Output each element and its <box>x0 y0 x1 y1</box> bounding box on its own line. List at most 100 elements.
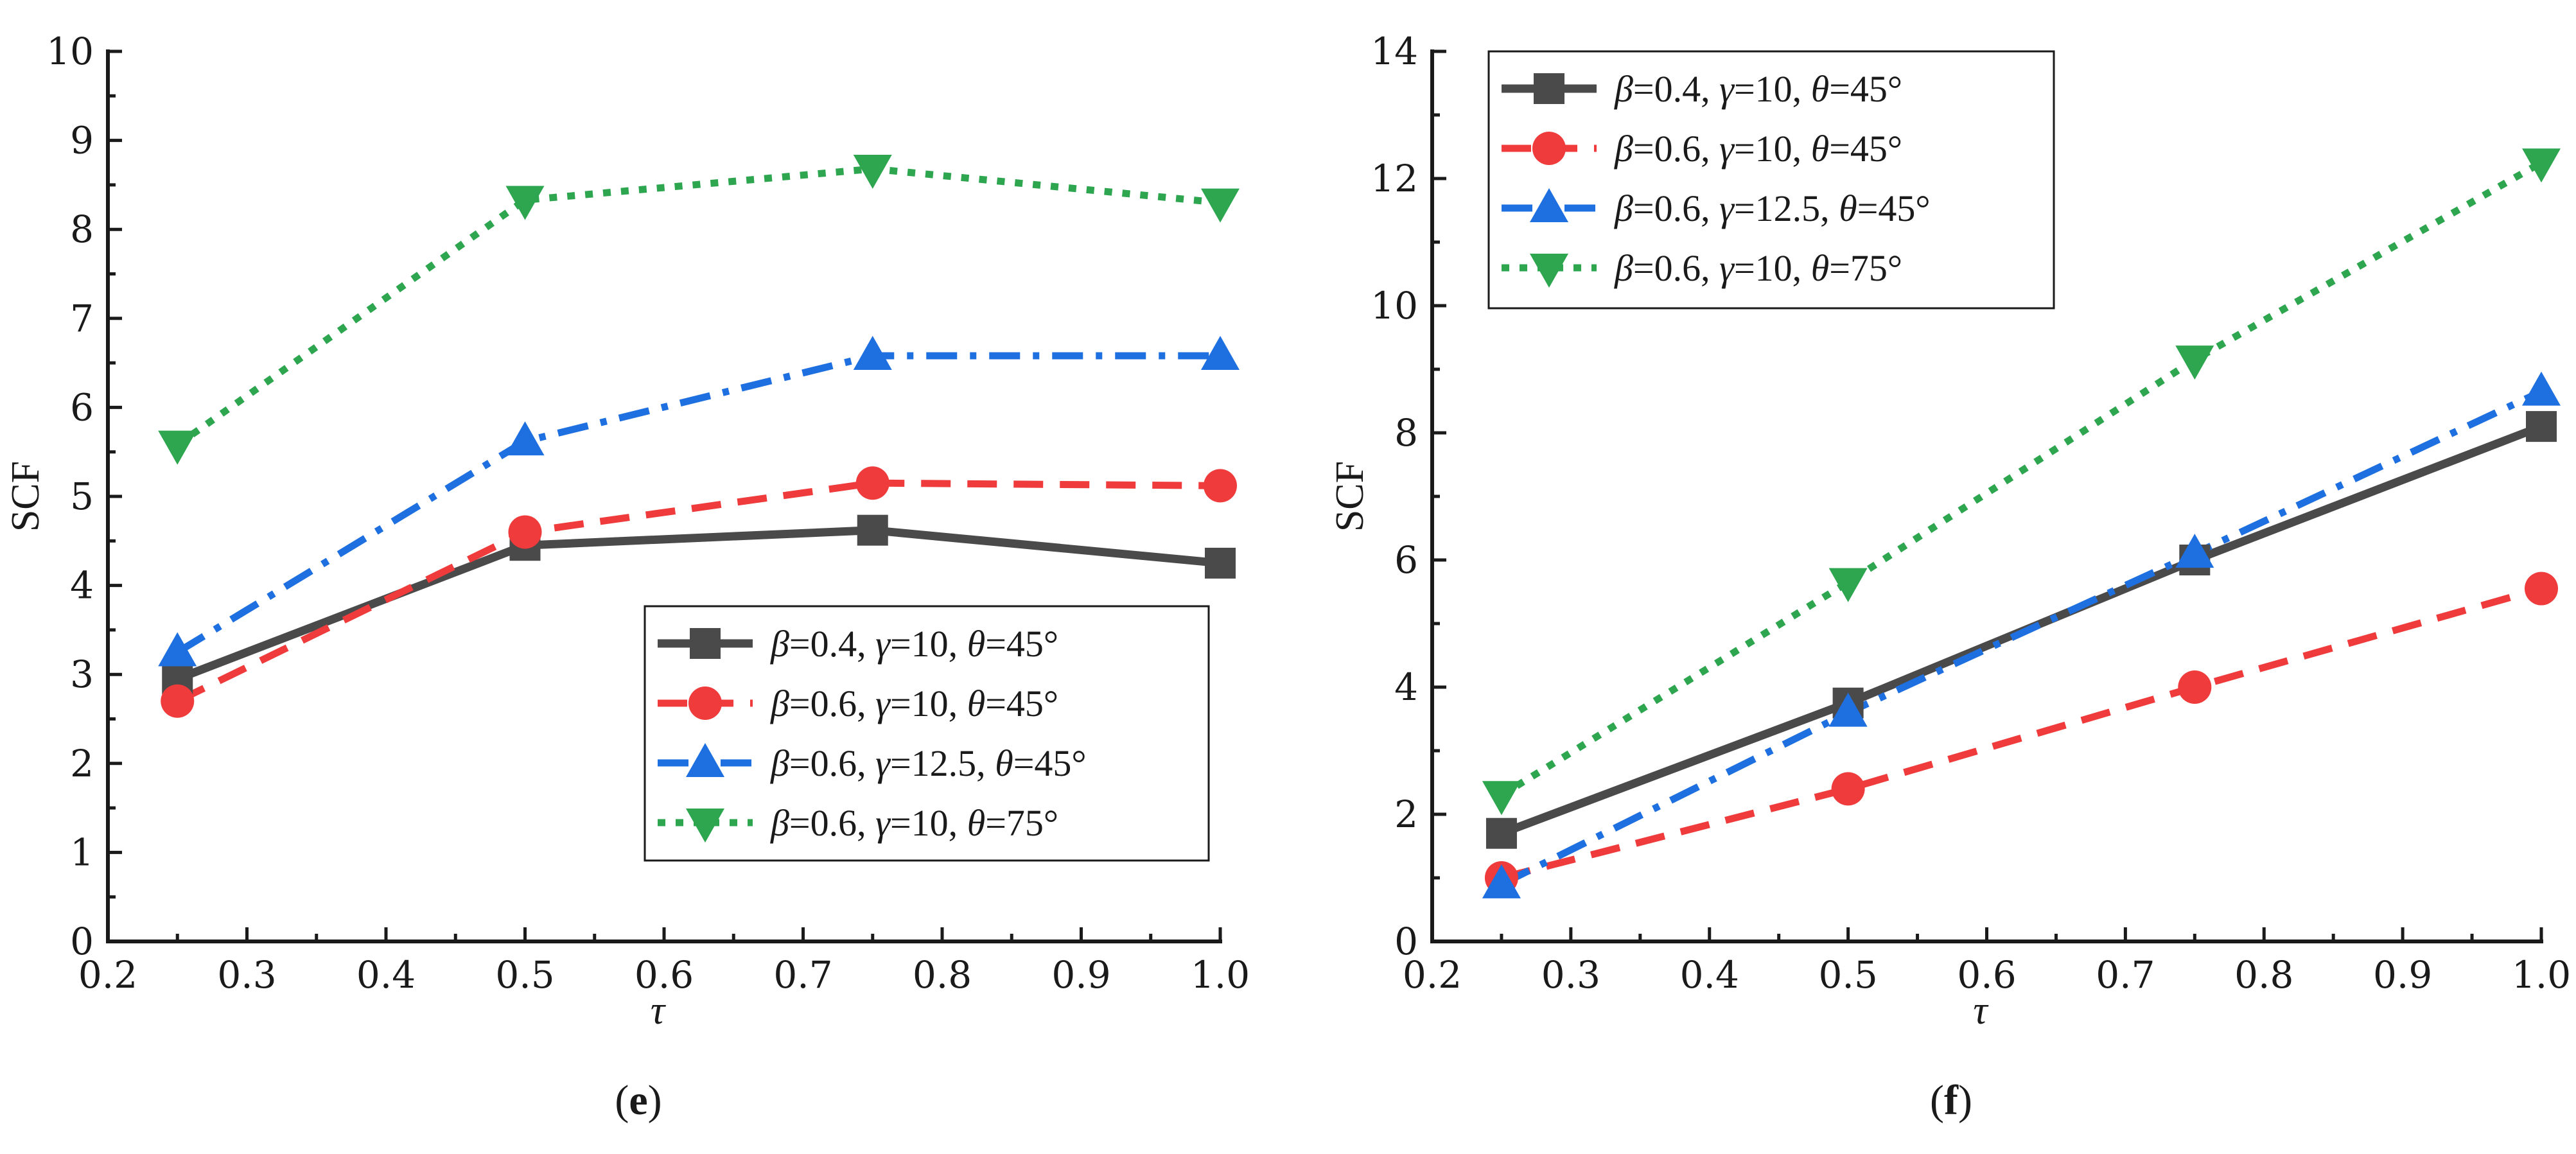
panel-f-x-tick-label: 1.0 <box>2512 953 2571 997</box>
panel-f-series-2-point <box>1482 864 1521 898</box>
panel-f-legend-marker-0 <box>1534 73 1564 104</box>
panel-caption-f-letter: f <box>1944 1077 1959 1124</box>
panel-e-legend-label-3-part-2: γ <box>875 802 891 844</box>
panel-f-legend-label-1-part-1: =0.6, <box>1633 128 1719 170</box>
panel-f-legend-label-2-part-4: θ <box>1839 188 1857 229</box>
panel-e-legend-label-2-part-2: γ <box>875 742 891 784</box>
panel-f-legend-label-1: β=0.6, γ=10, θ=45° <box>1614 128 1902 170</box>
panel-e-x-tick-label: 0.8 <box>913 953 972 997</box>
panel-e-y-tick-label: 6 <box>70 385 94 429</box>
panel-e-legend-label-1-part-2: γ <box>875 683 891 724</box>
panel-e-series-3-point <box>158 430 197 465</box>
panel-e-y-tick-label: 2 <box>70 742 94 785</box>
panel-e-series-0-line <box>175 526 1221 683</box>
panel-e-legend-label-2-part-1: =0.6, <box>789 742 875 784</box>
panel-f-y-tick-label: 4 <box>1394 665 1418 709</box>
panel-e-legend-label-1: β=0.6, γ=10, θ=45° <box>770 683 1058 724</box>
panel-f-legend-marker-3 <box>1530 254 1568 288</box>
panel-f-series-2-point <box>2522 371 2561 406</box>
panel-e-legend-label-1-part-4: θ <box>967 683 986 724</box>
panel-f-x-axis-label: τ <box>1973 989 1989 1033</box>
panel-f-legend-label-3-part-2: γ <box>1719 247 1735 289</box>
panel-e-series-2-point <box>1201 336 1240 371</box>
panel-f-series-2-point <box>2175 534 2214 568</box>
panel-f-series-1-point <box>2525 572 2558 606</box>
panel-f-series-1-point <box>1831 772 1865 806</box>
panel-caption-e-letter: e <box>629 1077 647 1124</box>
panel-e-series-1-point <box>161 684 195 718</box>
panel-f-legend-label-0-part-4: θ <box>1811 68 1830 110</box>
panel-e-legend-label-3: β=0.6, γ=10, θ=75° <box>770 802 1058 844</box>
panel-f-legend-label-3-part-1: =0.6, <box>1633 247 1719 289</box>
panel-e-y-tick-label: 4 <box>70 564 94 608</box>
panel-e-legend-label-1-part-1: =0.6, <box>789 683 875 724</box>
panel-f-legend-label-0: β=0.4, γ=10, θ=45° <box>1614 68 1902 110</box>
panel-e-legend-label-2-part-4: θ <box>995 742 1013 784</box>
panel-f-y-axis-label: SCF <box>1328 461 1372 532</box>
panel-f-series-2-point <box>1828 692 1868 727</box>
panel-e-series-2-line <box>175 352 1220 656</box>
panel-e-y-tick-label: 10 <box>46 30 94 73</box>
panel-f-legend-label-2: β=0.6, γ=12.5, θ=45° <box>1614 188 1931 229</box>
panel-e-legend-label-1-part-3: =10, <box>890 683 967 724</box>
panel-e-legend-label-3-part-0: β <box>770 802 789 844</box>
chart-panel-e: 0 1 2 3 4 5 6 7 8 9 10 0.2 0.3 0.4 0.5 0.6 0.7 0.8 0.9 1.0 τ… <box>4 30 1250 1033</box>
panel-e-series-1-point <box>855 466 889 500</box>
panel-f-series-3-line <box>1500 159 2543 798</box>
panel-f-y-tick-label: 2 <box>1394 792 1418 836</box>
panel-e-x-tick-label: 0.9 <box>1051 953 1110 997</box>
panel-e-legend-label-0-part-3: =10, <box>890 623 967 665</box>
panel-f-legend-label-1-part-2: γ <box>1719 128 1735 170</box>
panel-f-series-0-point <box>1485 817 1517 849</box>
panel-e-series-3-line <box>175 165 1221 448</box>
panel-f-legend-label-3-part-5: =75° <box>1829 247 1902 289</box>
panel-f-legend-marker-1 <box>1532 132 1566 165</box>
panel-f-x-tick-label: 0.9 <box>2373 953 2432 997</box>
panel-f-legend-label-2-part-5: =45° <box>1857 188 1931 229</box>
panel-e-series-0-point <box>1205 547 1236 579</box>
panel-e-series-3-point <box>1201 188 1240 223</box>
panel-e-y-tick-label: 3 <box>70 652 94 696</box>
panel-e-legend-marker-0 <box>690 628 721 659</box>
panel-f-legend-label-0-part-3: =10, <box>1734 68 1811 110</box>
panel-e-series-2-point <box>158 632 197 667</box>
panel-e-legend-label-3-part-5: =75° <box>985 802 1058 844</box>
panel-e-series-0-point <box>857 514 888 546</box>
panel-f-legend-label-0-part-2: γ <box>1719 68 1735 110</box>
panel-e-legend-label-0-part-5: =45° <box>985 623 1058 665</box>
panel-f-legend-marker-2 <box>1530 188 1568 222</box>
panel-f-x-tick-label: 0.4 <box>1680 953 1739 997</box>
panel-f-legend-label-0-part-1: =0.4, <box>1633 68 1719 110</box>
panel-e-series-1-point <box>1204 469 1237 503</box>
panel-f-legend: β=0.4, γ=10, θ=45° β=0.6, γ=10, θ=45° β=0.… <box>1487 50 2055 310</box>
panel-f-legend-label-2-part-2: γ <box>1719 188 1735 229</box>
panel-e-legend-label-3-part-1: =0.6, <box>789 802 875 844</box>
panel-f-legend-label-2-part-1: =0.6, <box>1633 188 1719 229</box>
panel-f-x-tick-label: 0.3 <box>1541 953 1600 997</box>
panel-e-series-3-point <box>505 186 545 220</box>
panel-f-legend-label-1-part-3: =10, <box>1734 128 1811 170</box>
panel-e-x-tick-label: 0.5 <box>495 953 554 997</box>
panel-f-legend-label-2-part-3: =12.5, <box>1734 188 1839 229</box>
panel-e-legend-label-1-part-5: =45° <box>985 683 1058 724</box>
panel-e-x-axis-label: τ <box>651 989 667 1033</box>
panel-e-y-axis-label: SCF <box>4 461 48 532</box>
panel-e-y-tick-label: 0 <box>70 920 94 963</box>
panel-f-series-2-line <box>1500 388 2543 887</box>
panel-f-y-tick-label: 10 <box>1371 284 1418 328</box>
panel-e-legend-marker-3 <box>686 809 724 843</box>
panel-f-series-3-point <box>1828 568 1868 602</box>
panel-e-y-tick-label: 7 <box>70 297 94 340</box>
chart-panel-f: 0 2 4 6 8 10 12 14 0.2 0.3 0.4 0.5 0.6 0.7 0.8 0.9 1.0 τ S… <box>1328 30 2571 1033</box>
panel-e-legend-label-0: β=0.4, γ=10, θ=45° <box>770 623 1058 665</box>
panel-e-legend-label-0-part-4: θ <box>967 623 986 665</box>
panel-f-series-1-point <box>2178 670 2212 704</box>
panel-e-series-1-point <box>508 515 542 549</box>
panel-e-legend-label-0-part-0: β <box>770 623 789 665</box>
panel-e-legend-label-0-part-1: =0.4, <box>789 623 875 665</box>
panel-e-legend-marker-1 <box>688 686 722 720</box>
panel-f-legend-label-3-part-4: θ <box>1811 247 1830 289</box>
panel-e-legend-label-2-part-0: β <box>770 742 789 784</box>
panel-e-series-1-line <box>175 479 1221 704</box>
